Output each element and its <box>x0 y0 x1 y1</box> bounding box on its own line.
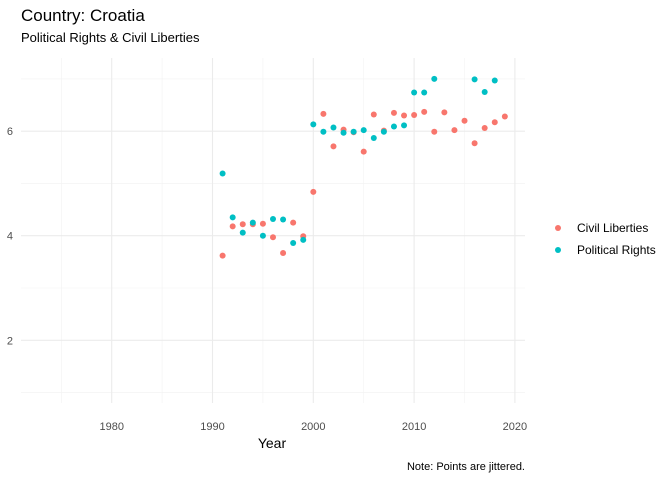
chart-title: Country: Croatia <box>21 6 145 25</box>
civil-liberties-point <box>229 223 236 230</box>
political-rights-point <box>270 216 276 222</box>
x-tick-label: 1990 <box>200 421 224 433</box>
civil-liberties-point <box>219 252 226 259</box>
political-rights-point <box>340 129 347 136</box>
political-rights-point <box>370 134 377 141</box>
political-rights-point <box>300 236 307 243</box>
civil-liberties-point <box>421 108 428 115</box>
caption: Note: Points are jittered. <box>407 461 525 473</box>
legend-label-civil-liberties: Civil Liberties <box>577 221 648 235</box>
civil-liberties-point <box>451 127 458 134</box>
major-gridlines <box>21 58 525 403</box>
legend-label-political-rights: Political Rights <box>577 243 656 257</box>
political-rights-point <box>471 76 478 83</box>
civil-liberties-point <box>370 111 377 118</box>
political-rights-point <box>431 75 438 82</box>
x-tick-label: 2020 <box>503 421 527 433</box>
political-rights-point <box>290 240 297 247</box>
political-rights-point <box>219 170 226 177</box>
political-rights-point <box>239 229 246 236</box>
political-rights-point <box>411 89 418 96</box>
political-rights-point <box>229 214 236 221</box>
civil-liberties-point <box>290 219 297 226</box>
legend: Civil Liberties Political Rights <box>555 221 656 257</box>
political-rights-point <box>320 128 327 135</box>
political-rights-point <box>401 122 408 129</box>
political-rights-point <box>481 88 488 95</box>
civil-liberties-point <box>330 143 337 150</box>
civil-liberties-point <box>360 148 367 155</box>
legend-key-civil-liberties <box>555 225 561 231</box>
x-axis-title: Year <box>258 435 287 451</box>
political-rights-point <box>280 216 287 223</box>
civil-liberties-point <box>471 140 478 147</box>
y-tick-label: 6 <box>7 126 13 138</box>
political-rights-point <box>360 127 367 134</box>
civil-liberties-point <box>280 249 287 256</box>
legend-key-political-rights <box>555 247 561 253</box>
civil-liberties-point <box>411 111 418 118</box>
civil-liberties-point <box>259 220 266 227</box>
x-tick-label: 1980 <box>99 421 123 433</box>
political-rights-point <box>310 121 317 128</box>
political-rights-point <box>330 124 337 131</box>
y-tick-label: 2 <box>7 335 13 347</box>
chart-subtitle: Political Rights & Civil Liberties <box>21 30 200 45</box>
political-rights-point <box>350 128 357 135</box>
x-axis-ticks: 1980 1990 2000 2010 2020 <box>99 421 527 433</box>
civil-liberties-point <box>491 119 498 126</box>
civil-liberties-point <box>270 234 276 241</box>
y-axis-ticks: 2 4 6 <box>7 126 13 347</box>
civil-liberties-point <box>461 117 468 124</box>
political-rights-point <box>249 219 256 226</box>
civil-liberties-point <box>431 128 438 135</box>
civil-liberties-point <box>441 109 448 116</box>
minor-gridlines <box>21 58 525 403</box>
civil-liberties-point <box>310 188 317 195</box>
civil-liberties-point <box>501 113 508 120</box>
political-rights-point <box>259 232 266 239</box>
civil-liberties-point <box>401 112 408 119</box>
civil-liberties-point <box>390 109 397 116</box>
political-rights-point <box>390 123 397 130</box>
y-tick-label: 4 <box>7 231 13 243</box>
data-points <box>219 75 508 259</box>
political-rights-point <box>491 77 498 84</box>
civil-liberties-point <box>239 221 246 228</box>
civil-liberties-point <box>320 110 327 117</box>
x-tick-label: 2000 <box>301 421 325 433</box>
political-rights-point <box>421 89 428 96</box>
x-tick-label: 2010 <box>402 421 426 433</box>
civil-liberties-point <box>481 125 488 132</box>
political-rights-point <box>380 128 387 135</box>
